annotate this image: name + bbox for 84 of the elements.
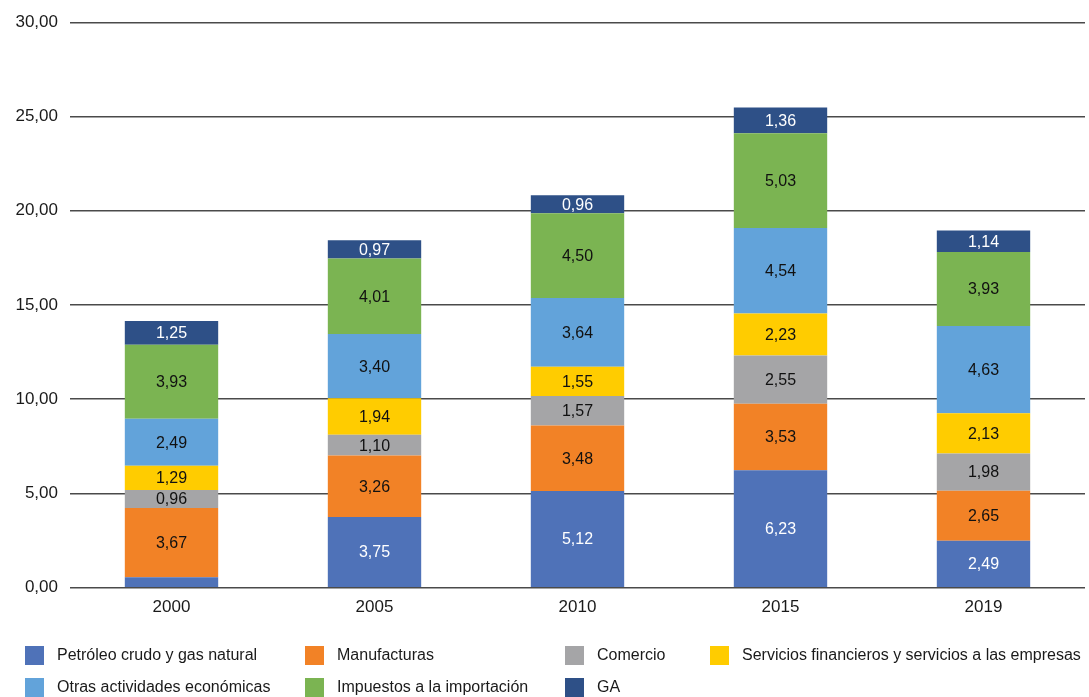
data-label: 6,23 bbox=[764, 519, 797, 537]
legend-label: Comercio bbox=[597, 646, 666, 664]
data-label: 1,25 bbox=[155, 324, 188, 342]
data-label: 1,98 bbox=[967, 463, 1000, 481]
bar bbox=[124, 321, 219, 345]
data-label: 1,10 bbox=[358, 436, 391, 454]
bar bbox=[530, 395, 625, 426]
data-label: 4,50 bbox=[561, 247, 594, 265]
data-label: 1,94 bbox=[358, 407, 391, 425]
data-label: 1,29 bbox=[155, 469, 188, 487]
bar bbox=[936, 326, 1031, 414]
y-tick-label: 25,00 bbox=[15, 106, 58, 126]
x-tick-label: 2015 bbox=[761, 597, 800, 617]
data-label: 2,23 bbox=[764, 325, 797, 343]
data-label: 4,63 bbox=[967, 361, 1000, 379]
data-label: 0,96 bbox=[155, 490, 188, 508]
bar bbox=[733, 133, 828, 229]
data-label: 2,49 bbox=[155, 433, 188, 451]
data-label: 1,57 bbox=[561, 402, 594, 420]
data-label: 3,53 bbox=[764, 428, 797, 446]
data-label: 0,96 bbox=[561, 195, 594, 213]
bar bbox=[327, 240, 422, 259]
bar bbox=[124, 577, 219, 587]
bar bbox=[124, 344, 219, 419]
y-tick-label: 10,00 bbox=[15, 388, 58, 408]
bar bbox=[733, 355, 828, 404]
bar bbox=[327, 455, 422, 517]
data-label: 2,49 bbox=[967, 555, 1000, 573]
bar bbox=[530, 213, 625, 299]
y-tick-label: 0,00 bbox=[24, 577, 58, 597]
bar bbox=[530, 366, 625, 396]
bar bbox=[530, 425, 625, 492]
bar bbox=[733, 228, 828, 314]
bar bbox=[124, 418, 219, 466]
legend-label: Servicios financieros y servicios a las empresas bbox=[742, 646, 1081, 664]
bar bbox=[327, 398, 422, 435]
data-label: 1,36 bbox=[764, 111, 797, 129]
data-label: 3,48 bbox=[561, 449, 594, 467]
bar bbox=[124, 465, 219, 490]
y-tick-label: 5,00 bbox=[24, 483, 58, 503]
bar bbox=[124, 508, 219, 578]
data-label: 2,65 bbox=[967, 507, 1000, 525]
x-tick-label: 2010 bbox=[558, 597, 597, 617]
bar bbox=[936, 490, 1031, 541]
bar bbox=[327, 258, 422, 335]
data-label: 5,12 bbox=[561, 530, 594, 548]
x-tick-label: 2005 bbox=[355, 597, 394, 617]
legend-label: GA bbox=[597, 678, 621, 696]
data-label: 2,55 bbox=[764, 371, 797, 389]
y-tick-label: 20,00 bbox=[15, 200, 58, 220]
bar bbox=[327, 334, 422, 399]
data-label: 1,14 bbox=[967, 232, 1000, 250]
bar bbox=[936, 413, 1031, 454]
data-label: 4,01 bbox=[358, 287, 391, 305]
bar bbox=[733, 470, 828, 587]
y-tick-label: 15,00 bbox=[15, 294, 58, 314]
data-label: 3,93 bbox=[155, 373, 188, 391]
bar bbox=[530, 298, 625, 367]
x-tick-label: 2019 bbox=[964, 597, 1003, 617]
x-tick-label: 2000 bbox=[152, 597, 191, 617]
bar bbox=[327, 516, 422, 587]
bar bbox=[936, 251, 1031, 327]
data-label: 3,64 bbox=[561, 323, 594, 341]
bar bbox=[530, 491, 625, 587]
bar bbox=[936, 540, 1031, 587]
legend-label: Impuestos a la importación bbox=[337, 678, 529, 696]
bar bbox=[936, 453, 1031, 491]
legend-label: Otras actividades económicas bbox=[57, 678, 271, 696]
data-label: 3,40 bbox=[358, 357, 391, 375]
data-label: 3,26 bbox=[358, 477, 391, 495]
data-label: 1,55 bbox=[561, 372, 594, 390]
legend-label: Manufacturas bbox=[337, 646, 434, 664]
legend-label: Petróleo crudo y gas natural bbox=[57, 646, 258, 664]
y-tick-label: 30,00 bbox=[15, 11, 58, 31]
data-label: 3,93 bbox=[967, 280, 1000, 298]
data-label: 5,03 bbox=[764, 172, 797, 190]
data-label: 4,54 bbox=[764, 262, 797, 280]
data-label: 3,75 bbox=[358, 543, 391, 561]
bar bbox=[733, 403, 828, 471]
bar bbox=[733, 313, 828, 356]
data-label: 3,67 bbox=[155, 534, 188, 552]
bar bbox=[936, 230, 1031, 252]
data-label: 2,13 bbox=[967, 424, 1000, 442]
data-label: 0,97 bbox=[358, 240, 391, 258]
